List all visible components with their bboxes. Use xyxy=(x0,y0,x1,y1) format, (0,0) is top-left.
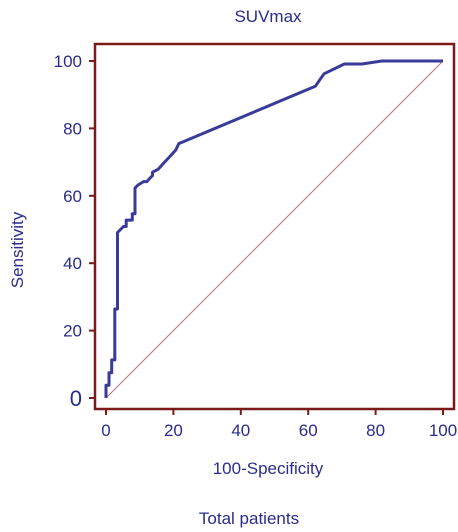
x-tick-label: 80 xyxy=(366,421,385,440)
roc-curve xyxy=(104,59,443,398)
chart-title: SUVmax xyxy=(234,7,302,26)
y-tick-label: 0 xyxy=(70,386,82,411)
plot-frame xyxy=(93,42,456,411)
y-axis-label: Sensitivity xyxy=(8,211,27,288)
x-tick-label: 100 xyxy=(429,421,457,440)
y-ticks: 0 20 40 60 80 100 xyxy=(54,52,95,411)
x-tick-label: 20 xyxy=(164,421,183,440)
y-tick-label: 80 xyxy=(63,119,82,138)
y-tick-label: 60 xyxy=(63,187,82,206)
y-tick-label: 40 xyxy=(63,254,82,273)
x-tick-label: 60 xyxy=(299,421,318,440)
y-tick-label: 20 xyxy=(63,322,82,341)
y-tick-label: 100 xyxy=(54,52,82,71)
x-axis-label: 100-Specificity xyxy=(213,459,324,478)
x-tick-label: 0 xyxy=(101,421,110,440)
footer-label: Total patients xyxy=(199,509,299,528)
reference-line xyxy=(105,60,444,399)
x-ticks: 0 20 40 60 80 100 xyxy=(101,409,457,440)
x-tick-label: 40 xyxy=(231,421,250,440)
